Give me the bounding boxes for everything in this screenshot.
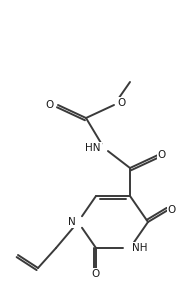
Text: N: N xyxy=(68,217,76,227)
Text: O: O xyxy=(158,150,166,160)
Text: O: O xyxy=(46,100,54,110)
Text: O: O xyxy=(92,269,100,279)
Text: O: O xyxy=(117,98,125,108)
Text: O: O xyxy=(168,205,176,215)
Text: NH: NH xyxy=(132,243,147,253)
Text: HN: HN xyxy=(85,143,101,153)
